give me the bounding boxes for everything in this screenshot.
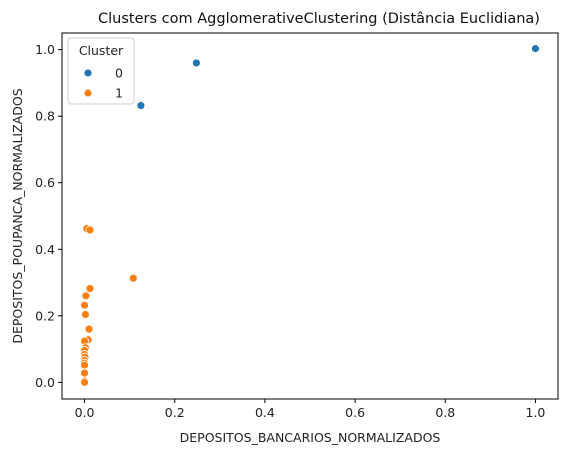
data-point-cluster-1: [81, 291, 91, 301]
data-point-cluster-1: [128, 273, 138, 283]
legend-label: 1: [115, 86, 123, 101]
legend-marker: [83, 88, 93, 98]
data-point-cluster-1: [80, 377, 89, 387]
x-axis-label: DEPOSITOS_BANCARIOS_NORMALIZADOS: [180, 430, 441, 445]
y-tick-label: 0.2: [35, 308, 55, 323]
x-tick-label: 0.0: [75, 405, 95, 420]
data-point-cluster-1: [85, 225, 95, 235]
chart-title: Clusters com AgglomerativeClustering (Di…: [98, 11, 540, 27]
plot-area: [61, 32, 559, 400]
x-tick-label: 0.2: [165, 405, 185, 420]
data-point-cluster-0: [136, 101, 146, 110]
legend-title: Cluster: [79, 43, 124, 58]
data-point-cluster-1: [80, 368, 89, 378]
x-tick-label: 1.0: [526, 405, 546, 420]
legend-box: [67, 37, 135, 105]
y-tick-label: 0.8: [35, 109, 55, 124]
x-tick-label: 0.8: [435, 405, 455, 420]
data-points: [80, 44, 540, 387]
y-tick-label: 0.6: [35, 175, 55, 190]
y-tick-label: 0.0: [35, 375, 55, 390]
y-tick-label: 1.0: [35, 42, 55, 57]
data-point-cluster-1: [84, 324, 94, 334]
data-point-cluster-0: [191, 58, 201, 68]
legend-marker: [83, 68, 93, 78]
legend: Cluster 0 1: [67, 37, 135, 105]
data-point-cluster-1: [81, 310, 90, 319]
x-tick-label: 0.6: [345, 405, 365, 420]
data-point-cluster-1: [80, 360, 89, 370]
y-tick-label: 0.4: [35, 242, 55, 257]
legend-label: 0: [115, 66, 123, 81]
x-tick-label: 0.4: [255, 405, 275, 420]
y-axis-label: DEPOSITOS_POUPANCA_NORMALIZADOS: [10, 88, 25, 343]
data-point-cluster-0: [531, 44, 540, 54]
data-point-cluster-1: [80, 300, 89, 310]
data-point-cluster-1: [85, 284, 95, 293]
axis-ticks: 0.0 0.2 0.4 0.6 0.8 1.0 0.0 0.2 0.4 0.6 0.8 1.0: [35, 42, 545, 420]
